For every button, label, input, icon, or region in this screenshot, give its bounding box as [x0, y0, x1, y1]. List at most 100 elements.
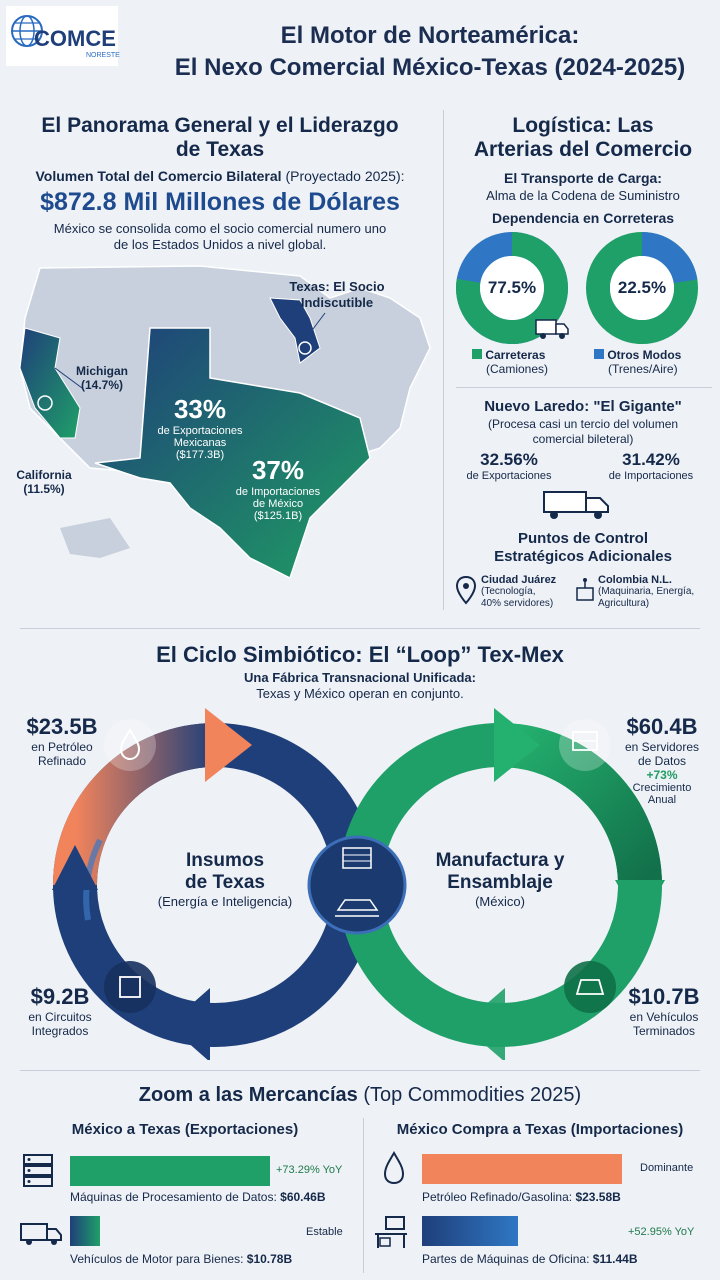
imports-value: ($125.1B) [253, 510, 303, 522]
left-item-2-value: $10.78B [246, 1252, 293, 1266]
imports-pct: 37% [251, 455, 305, 485]
left-item-1-tag: +73.29% YoY [276, 1164, 343, 1176]
logo-sub: NORESTE [86, 52, 120, 59]
right-item-1-value: $23.58B [575, 1190, 621, 1204]
volume-label: Volumen Total del Comercio Bilateral (Pr… [0, 168, 440, 184]
colombia-name: Colombia N.L. [598, 574, 672, 586]
servers-value: $60.4B [626, 714, 698, 739]
loop-sub-bold: Una Fábrica Transnacional Unificada: [244, 670, 476, 685]
office-desk-icon [375, 1216, 407, 1248]
chips-stat: $9.2B en Circuitos Integrados [10, 984, 110, 1038]
commodities-left-title: México a Texas (Exportaciones) [71, 1121, 299, 1138]
loop-right-title: Manufactura y Ensamblaje (México) [410, 850, 590, 909]
loop-diagram [52, 708, 665, 1060]
texas-shape [94, 327, 371, 580]
vehicles-line1: en Vehículos [629, 1010, 699, 1024]
loop-left-title-line2: de Texas [185, 872, 265, 893]
left-item-1-value: $60.46B [280, 1190, 326, 1204]
alaska-shape [60, 518, 130, 558]
loop-sub-rest: Texas y México operan en conjunto. [256, 686, 464, 701]
left-item-1-bar [70, 1156, 270, 1186]
left-item-1-track [70, 1156, 270, 1186]
donut-roads [456, 232, 568, 344]
texas-tag-line2: Indiscutible [300, 295, 374, 310]
freight-title: El Transporte de Carga: [504, 170, 662, 186]
right-item-2-bar [422, 1216, 518, 1246]
loop-heading: El Ciclo Simbiótico: El “Loop” Tex-Mex [156, 642, 564, 667]
juarez-line1: (Tecnología, [481, 586, 536, 597]
volume-label-bold: Volumen Total del Comercio Bilateral [35, 168, 282, 184]
servers-growth-line1: Crecimiento [632, 782, 692, 794]
california-shape [19, 327, 81, 439]
oil-drop-icon [383, 1151, 405, 1185]
california-label: California (11.5%) [6, 468, 82, 496]
volume-desc-line2: de los Estados Unidos a nivel global. [113, 237, 327, 252]
truck-icon [535, 319, 569, 339]
exports-value: ($177.3B) [175, 449, 225, 461]
header [0, 0, 720, 92]
legend-roads-sub: (Camiones) [486, 362, 549, 376]
commodities-heading-rest: (Top Commodities 2025) [363, 1084, 582, 1106]
factory-icon [576, 578, 594, 601]
laredo-exports-label: de Exportaciones [466, 470, 552, 482]
panorama-heading-line1: El Panorama General y el Liderazgo [41, 114, 399, 137]
laredo-truck-icon [543, 491, 609, 519]
juarez: Ciudad Juárez (Tecnología, 40% servidore… [481, 574, 573, 610]
volume-desc-line1: México se consolida como el socio comerc… [53, 221, 387, 236]
truck-icon [20, 1223, 62, 1245]
volume-label-rest: (Proyectado 2025): [285, 168, 405, 184]
right-item-1-label: Petróleo Refinado/Gasolina: $23.58B [422, 1190, 718, 1204]
loop-right-title-line1: Manufactura y [435, 850, 565, 871]
servers-growth-line2: Anual [647, 794, 677, 806]
chips-value: $9.2B [30, 984, 90, 1009]
loop-left-title: Insumos de Texas (Energía e Inteligencia… [135, 850, 315, 909]
left-item-1-label-text: Máquinas de Procesamiento de Datos: [70, 1190, 277, 1204]
exports-line1: de Exportaciones [157, 425, 243, 437]
colombia-line2: Agricultura) [598, 598, 650, 609]
vehicles-line2: Terminados [632, 1024, 696, 1038]
loop-right-sub: (México) [475, 894, 525, 909]
chips-line2: Integrados [31, 1024, 89, 1038]
servers-line2: de Datos [637, 754, 687, 768]
legend-roads-label: Carreteras [485, 348, 546, 362]
loop-right-title-line2: Ensamblaje [447, 872, 553, 893]
globe-icon [11, 15, 43, 47]
laredo-imports-label: de Importaciones [608, 470, 694, 482]
donut-other [586, 232, 698, 344]
right-item-2-label-text: Partes de Máquinas de Oficina: [422, 1252, 590, 1266]
loop-left-sub: (Energía e Inteligencia) [157, 894, 293, 909]
right-item-1-tag: Dominante [640, 1162, 694, 1174]
legend-other-swatch [594, 349, 604, 359]
exports-stat: 33% de Exportaciones Mexicanas ($177.3B) [140, 394, 260, 461]
laredo-imports: 31.42% de Importaciones [592, 450, 710, 482]
page-title-line2: El Nexo Comercial México-Texas (2024-202… [174, 54, 686, 81]
donut-roads-label: 77.5% [487, 278, 537, 297]
section-divider-1 [20, 628, 700, 629]
left-item-2-tag: Estable [306, 1226, 343, 1238]
petroleum-line1: en Petróleo [31, 740, 93, 754]
colombia-line1: (Maquinaria, Energía, [598, 586, 695, 597]
chips-line1: en Circuitos [28, 1010, 92, 1024]
left-item-2-bar [70, 1216, 100, 1246]
location-pin-icon [455, 575, 477, 605]
right-item-2-value: $11.44B [592, 1252, 638, 1266]
petroleum-line2: Refinado [37, 754, 87, 768]
laredo-title: Nuevo Laredo: "El Gigante" [484, 398, 682, 415]
panorama-heading-line2: de Texas [175, 138, 265, 161]
commodities-heading: Zoom a las Mercancías (Top Commodities 2… [0, 1084, 720, 1107]
laredo-exports: 32.56% de Exportaciones [450, 450, 568, 482]
right-item-1-track [422, 1154, 622, 1184]
column-divider [443, 110, 444, 610]
petroleum-stat: $23.5B en Petróleo Refinado [12, 714, 112, 768]
laredo-imports-pct: 31.42% [622, 450, 680, 469]
logistics-heading-line2: Arterias del Comercio [473, 138, 693, 161]
left-item-2-track [70, 1216, 270, 1246]
texas-tag-line1: Texas: El Socio [289, 279, 385, 294]
servers-line1: en Servidores [624, 740, 700, 754]
server-icon [23, 1154, 53, 1187]
commodities-heading-bold: Zoom a las Mercancías [138, 1084, 358, 1106]
petroleum-value: $23.5B [26, 714, 98, 739]
right-item-1-bar [422, 1154, 622, 1184]
juarez-name: Ciudad Juárez [481, 574, 557, 586]
vehicles-value: $10.7B [628, 984, 700, 1009]
